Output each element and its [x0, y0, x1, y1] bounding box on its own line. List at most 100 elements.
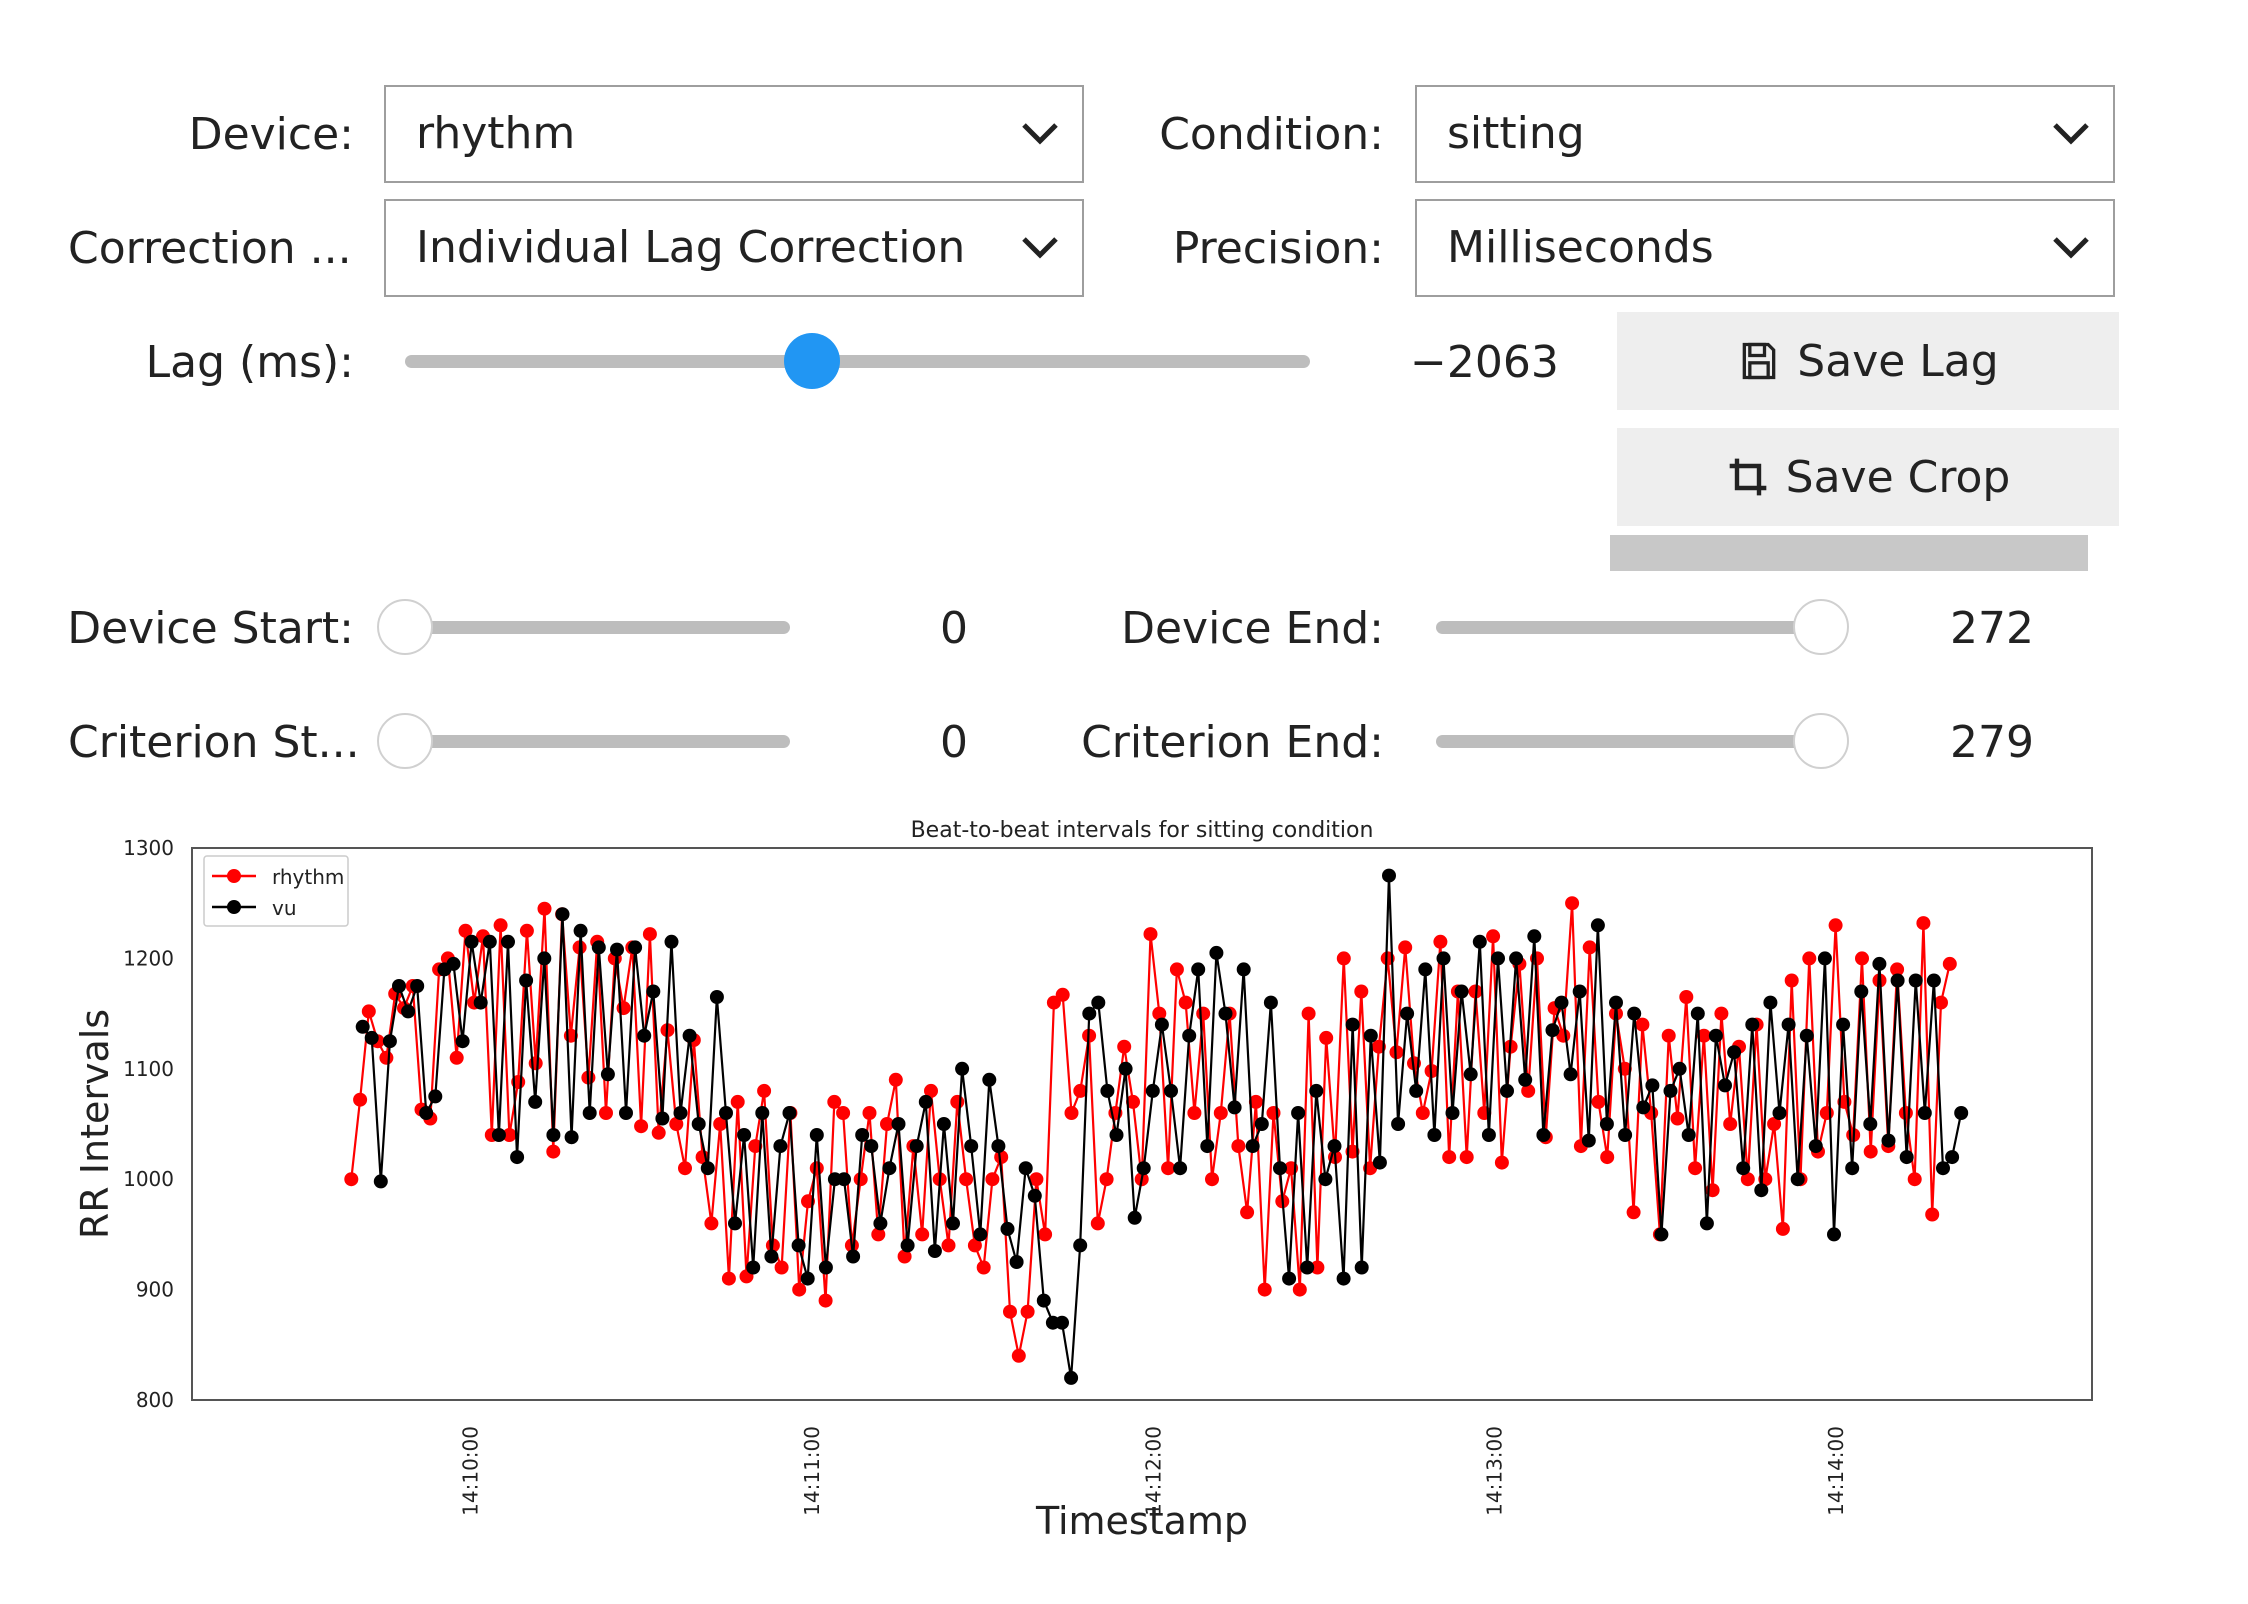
data-point-vu: [1708, 1028, 1723, 1043]
data-point-rhythm: [792, 1282, 807, 1297]
data-point-rhythm: [721, 1271, 736, 1286]
data-point-vu: [864, 1139, 879, 1154]
data-point-rhythm: [818, 1293, 833, 1308]
data-point-rhythm: [1073, 1083, 1088, 1098]
save-crop-button[interactable]: Save Crop: [1617, 428, 2119, 526]
data-point-rhythm: [1916, 916, 1931, 931]
criterion-end-slider-track[interactable]: [1436, 735, 1821, 748]
correction-value: Individual Lag Correction: [416, 222, 966, 273]
x-tick-label: 14:14:00: [1824, 1426, 1848, 1516]
criterion-end-slider-handle[interactable]: [1793, 713, 1849, 769]
data-point-vu: [1799, 1028, 1814, 1043]
data-point-rhythm: [1661, 1028, 1676, 1043]
data-point-rhythm: [1802, 951, 1817, 966]
data-point-vu: [1945, 1150, 1960, 1165]
data-point-vu: [392, 979, 406, 993]
data-point-vu: [382, 1034, 397, 1049]
data-point-vu: [764, 1249, 779, 1264]
data-point-rhythm: [1521, 1083, 1536, 1098]
data-point-vu: [818, 1260, 833, 1275]
data-point-rhythm: [1723, 1117, 1738, 1131]
x-tick-label: 14:12:00: [1141, 1426, 1165, 1516]
data-point-rhythm: [1600, 1150, 1615, 1165]
crop-icon: [1729, 458, 1766, 496]
data-point-rhythm: [1143, 927, 1158, 942]
data-point-rhythm: [1266, 1106, 1281, 1120]
data-point-rhythm: [1934, 995, 1948, 1010]
data-point-rhythm: [353, 1092, 368, 1107]
condition-value: sitting: [1447, 108, 1585, 159]
data-point-vu: [791, 1238, 806, 1253]
data-point-vu: [909, 1139, 924, 1154]
device-start-slider-track[interactable]: [405, 621, 790, 634]
data-point-rhythm: [1670, 1111, 1685, 1126]
data-point-vu: [1518, 1072, 1533, 1087]
data-point-vu: [1808, 1139, 1823, 1154]
data-point-rhythm: [1565, 896, 1580, 911]
precision-value: Milliseconds: [1447, 222, 1714, 273]
data-point-rhythm: [1819, 1106, 1834, 1120]
y-axis-label: RR Intervals: [73, 1009, 117, 1239]
precision-dropdown[interactable]: Milliseconds: [1415, 199, 2115, 297]
data-point-rhythm: [1942, 956, 1957, 971]
save-lag-label: Save Lag: [1797, 335, 1999, 387]
device-end-slider-track[interactable]: [1436, 621, 1821, 634]
data-point-vu: [364, 1030, 379, 1045]
criterion-start-slider-track[interactable]: [405, 735, 790, 748]
data-point-vu: [1790, 1172, 1805, 1187]
data-point-rhythm: [1099, 1172, 1114, 1187]
data-point-vu: [1363, 1028, 1378, 1043]
condition-dropdown[interactable]: sitting: [1415, 85, 2115, 183]
data-point-rhythm: [1696, 1028, 1711, 1043]
data-point-vu: [582, 1106, 597, 1120]
data-point-rhythm: [1152, 1006, 1167, 1021]
data-point-rhythm: [1205, 1172, 1219, 1187]
data-point-vu: [1718, 1078, 1732, 1093]
data-point-rhythm: [1398, 940, 1413, 955]
data-point-vu: [419, 1106, 434, 1120]
save-lag-button[interactable]: Save Lag: [1617, 312, 2119, 410]
data-point-vu: [737, 1128, 752, 1142]
data-point-vu: [1191, 962, 1206, 977]
data-point-vu: [918, 1094, 933, 1109]
data-point-rhythm: [1020, 1304, 1035, 1319]
data-point-vu: [1200, 1139, 1215, 1154]
series-vu: [355, 868, 1969, 1385]
plot-frame: [191, 847, 2093, 1401]
data-point-vu: [491, 1128, 506, 1142]
data-point-rhythm: [1767, 1117, 1782, 1131]
data-point-rhythm: [678, 1161, 692, 1176]
data-point-vu: [982, 1072, 997, 1087]
data-point-rhythm: [1582, 940, 1597, 955]
data-point-vu: [1064, 1370, 1079, 1385]
data-point-vu: [1136, 1161, 1151, 1176]
data-point-rhythm: [599, 1106, 613, 1120]
data-point-rhythm: [757, 1083, 772, 1098]
data-point-vu: [882, 1161, 897, 1176]
device-start-slider-handle[interactable]: [377, 599, 433, 655]
correction-dropdown[interactable]: Individual Lag Correction: [384, 199, 1084, 297]
data-point-vu: [1409, 1083, 1424, 1098]
lag-slider-track[interactable]: [405, 355, 1310, 368]
data-point-rhythm: [1301, 1006, 1316, 1021]
criterion-start-slider-handle[interactable]: [377, 713, 433, 769]
data-point-vu: [1954, 1106, 1969, 1120]
data-point-vu: [1118, 1061, 1133, 1076]
data-point-vu: [401, 1004, 416, 1019]
data-point-vu: [773, 1139, 788, 1154]
lag-slider-handle[interactable]: [784, 333, 841, 389]
device-end-slider-handle[interactable]: [1793, 599, 1849, 655]
data-point-vu: [1599, 1117, 1614, 1131]
data-point-vu: [1336, 1271, 1351, 1286]
data-point-vu: [1854, 984, 1869, 999]
data-point-rhythm: [994, 1150, 1009, 1165]
data-point-rhythm: [1292, 1282, 1307, 1297]
data-point-vu: [646, 984, 661, 999]
data-point-vu: [800, 1271, 815, 1286]
data-point-vu: [610, 942, 624, 957]
data-point-vu: [1300, 1260, 1315, 1275]
device-dropdown[interactable]: rhythm: [384, 85, 1084, 183]
data-point-rhythm: [379, 1050, 394, 1065]
data-point-vu: [1690, 1006, 1705, 1021]
data-point-vu: [1572, 984, 1587, 999]
